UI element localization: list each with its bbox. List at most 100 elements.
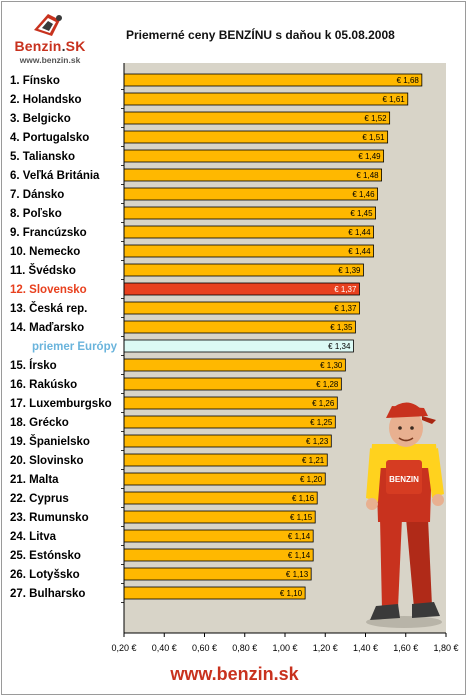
data-label: € 1,46 xyxy=(352,190,375,199)
category-label: 3. Belgicko xyxy=(10,113,71,125)
data-label: € 1,14 xyxy=(288,532,311,541)
data-label: € 1,23 xyxy=(306,437,329,446)
data-label: € 1,10 xyxy=(280,589,303,598)
bar xyxy=(123,320,356,334)
data-label: € 1,15 xyxy=(290,513,313,522)
data-label: € 1,16 xyxy=(292,494,315,503)
category-label: 6. Veľká Británia xyxy=(10,170,100,182)
data-label: € 1,13 xyxy=(286,570,309,579)
category-label: 1. Fínsko xyxy=(10,75,60,87)
data-label: € 1,52 xyxy=(364,114,387,123)
bar xyxy=(123,396,338,410)
category-label: 17. Luxemburgsko xyxy=(10,398,112,410)
category-label: 18. Grécko xyxy=(10,417,69,429)
x-tick-label: 1,40 € xyxy=(353,643,378,653)
category-label: 12. Slovensko xyxy=(10,284,87,296)
bar xyxy=(123,263,364,277)
bar xyxy=(123,225,374,239)
bar xyxy=(123,282,360,296)
data-label: € 1,35 xyxy=(330,323,353,332)
x-tick-label: 1,00 € xyxy=(272,643,297,653)
bar xyxy=(123,206,376,220)
x-axis: 0,20 € 0,40 € 0,60 € 0,80 € 1,00 € 1,20 € 1,40… xyxy=(111,63,459,653)
data-label: € 1,30 xyxy=(320,361,343,370)
bar xyxy=(123,472,326,486)
bar xyxy=(123,149,385,163)
bar xyxy=(123,92,409,106)
category-label: 9. Francúzsko xyxy=(10,227,87,239)
mechanic-mascot-illustration: BENZIN xyxy=(366,402,444,628)
bar xyxy=(123,529,314,543)
bar xyxy=(123,567,312,581)
data-label: € 1,20 xyxy=(300,475,323,484)
bar xyxy=(123,586,306,600)
bar xyxy=(123,168,383,182)
data-label: € 1,45 xyxy=(350,209,373,218)
x-tick-label: 1,80 € xyxy=(433,643,458,653)
data-label: € 1,49 xyxy=(358,152,381,161)
category-label: 14. Maďarsko xyxy=(10,322,84,334)
x-tick-label: 0,60 € xyxy=(192,643,217,653)
category-label: 22. Cyprus xyxy=(10,493,69,505)
svg-text:BENZIN: BENZIN xyxy=(389,475,419,484)
category-label: 2. Holandsko xyxy=(10,94,82,106)
logo-url: www.benzin.sk xyxy=(19,55,81,65)
data-label: € 1,68 xyxy=(397,76,420,85)
data-label: € 1,61 xyxy=(383,95,406,104)
bar xyxy=(123,510,316,524)
data-label: € 1,25 xyxy=(310,418,333,427)
data-label: € 1,39 xyxy=(338,266,361,275)
data-label: € 1,37 xyxy=(334,304,357,313)
category-label: 15. Írsko xyxy=(10,359,57,372)
data-label: € 1,44 xyxy=(348,228,371,237)
bar xyxy=(123,415,336,429)
category-label: 25. Estónsko xyxy=(10,550,81,562)
category-label: 13. Česká rep. xyxy=(10,302,87,315)
bar xyxy=(123,73,423,87)
bars-group: € 1,68 € 1,61 € 1,52 € 1,51 € 1,49 € 1,48 € 1,… xyxy=(123,73,423,600)
category-labels: 1. Fínsko 2. Holandsko 3. Belgicko 4. Portu… xyxy=(10,75,118,600)
category-label: 5. Taliansko xyxy=(10,151,75,163)
logo-wordmark: Benzin.SK xyxy=(14,38,86,54)
data-label: € 1,37 xyxy=(334,285,357,294)
bar xyxy=(123,187,378,201)
bar xyxy=(123,491,318,505)
category-label: 26. Lotyšsko xyxy=(10,569,80,581)
chart-title: Priemerné ceny BENZÍNU s daňou k 05.08.2… xyxy=(126,28,395,42)
benzin-logo[interactable]: Benzin.SK www.benzin.sk xyxy=(8,8,92,66)
bar xyxy=(123,434,332,448)
category-label: 23. Rumunsko xyxy=(10,512,89,524)
category-label: 24. Litva xyxy=(10,531,57,543)
bar xyxy=(123,339,354,353)
bar xyxy=(123,358,346,372)
x-tick-label: 0,80 € xyxy=(232,643,257,653)
category-label: 8. Poľsko xyxy=(10,208,62,220)
data-label: € 1,28 xyxy=(316,380,339,389)
category-label: 20. Slovinsko xyxy=(10,455,84,467)
category-label: 10. Nemecko xyxy=(10,246,80,258)
bar xyxy=(123,301,360,315)
data-label: € 1,34 xyxy=(328,342,351,351)
bar xyxy=(123,377,342,391)
data-label: € 1,21 xyxy=(302,456,325,465)
category-label: 11. Švédsko xyxy=(10,264,76,277)
footer-url[interactable]: www.benzin.sk xyxy=(170,664,299,684)
category-label: 16. Rakúsko xyxy=(10,379,77,391)
x-tick-label: 0,20 € xyxy=(111,643,136,653)
category-label: 19. Španielsko xyxy=(10,435,90,448)
category-label: 4. Portugalsko xyxy=(10,132,89,144)
data-label: € 1,48 xyxy=(356,171,379,180)
bar xyxy=(123,548,314,562)
category-label: 27. Bulharsko xyxy=(10,588,85,600)
fuel-nozzle-icon xyxy=(34,14,62,36)
data-label: € 1,14 xyxy=(288,551,311,560)
data-label: € 1,51 xyxy=(362,133,385,142)
category-label: 7. Dánsko xyxy=(10,189,64,201)
bar xyxy=(123,244,374,258)
data-label: € 1,44 xyxy=(348,247,371,256)
x-tick-label: 0,40 € xyxy=(152,643,177,653)
bar xyxy=(123,111,391,125)
category-label: 21. Malta xyxy=(10,474,59,486)
